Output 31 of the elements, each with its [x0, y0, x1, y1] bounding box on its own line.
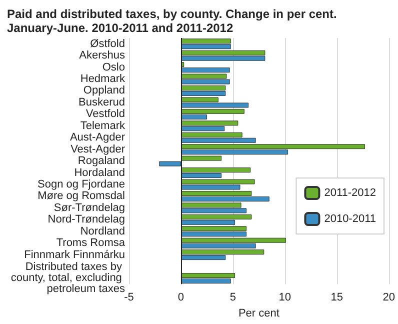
- x-tick-label: 5: [230, 292, 236, 304]
- y-tick-label: Rogaland: [78, 155, 125, 168]
- x-tick-label: 0: [178, 292, 184, 304]
- y-tick-label: Østfold: [90, 38, 125, 50]
- x-axis-title: Per cent: [238, 308, 280, 320]
- chart-title: Paid and distributed taxes, by county. Change in per cent. January-June. 2010-2011 and 2011-2012: [7, 7, 337, 35]
- y-tick-label: Aust-Agder: [70, 132, 126, 144]
- y-tick-label: Nord-Trøndelag: [48, 214, 125, 226]
- y-tick-label: Distributed taxes by county, total, excluding petroleum taxes: [10, 261, 126, 296]
- y-tick-label: Buskerud: [78, 96, 125, 108]
- y-tick-label: Møre og Romsdal: [38, 190, 125, 202]
- y-tick-label: Akershus: [79, 50, 126, 62]
- legend-label: 2010-2011: [324, 213, 376, 225]
- x-tick-label: 10: [278, 292, 292, 304]
- y-tick-label: Telemark: [80, 120, 126, 132]
- y-tick-label: Sør-Trøndelag: [54, 202, 125, 214]
- y-tick-label: Vestfold: [86, 108, 125, 120]
- y-tick-label: Nordland: [80, 225, 125, 238]
- y-tick-label: Sogn og Fjordane: [38, 178, 125, 190]
- y-tick-label: Oslo: [102, 61, 125, 74]
- legend-label: 2011-2012: [324, 187, 376, 199]
- x-tick-label: 20: [382, 292, 396, 304]
- y-tick-label: Hedmark: [80, 73, 126, 86]
- y-tick-label: Hordaland: [74, 166, 125, 179]
- y-tick-label: Troms Romsa: [56, 237, 126, 250]
- bar: [159, 161, 181, 166]
- x-tick-label: 15: [330, 292, 344, 304]
- y-tick-label: Vest-Agder: [70, 143, 126, 156]
- y-tick-label: Finnmark Finnmárku: [24, 248, 125, 261]
- x-tick-label: -5: [124, 292, 134, 304]
- y-tick-label: Oppland: [83, 84, 125, 97]
